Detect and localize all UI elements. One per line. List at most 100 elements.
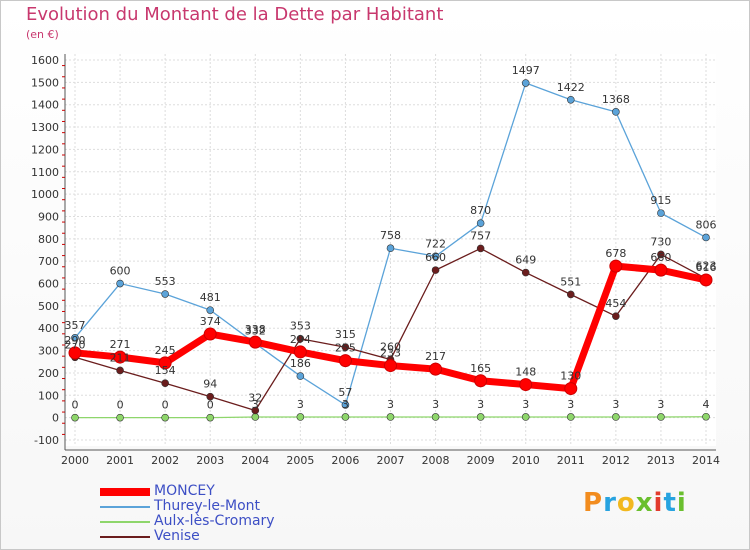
legend-swatch [100,536,150,538]
data-point-thurey-le-mont [702,233,710,242]
logo-letter: o [616,488,636,518]
data-label-venise: 623 [696,259,717,272]
data-point-venise [296,334,305,343]
data-point-aulx-les-cromary [161,413,169,422]
x-tick-label: 2005 [286,454,314,467]
data-point-venise [566,290,575,299]
y-tick-label: 900 [38,210,59,223]
data-point-moncey [654,263,668,277]
data-point-moncey [474,374,488,388]
data-label-aulx-les-cromary: 3 [612,398,619,411]
data-label-moncey: 678 [605,247,626,260]
y-tick-label: 100 [38,389,59,402]
data-point-aulx-les-cromary [386,413,395,421]
data-point-venise [431,266,440,274]
data-label-venise: 353 [290,320,311,333]
unit-label: (en €) [26,28,59,41]
logo-letter: i [653,488,664,518]
data-point-aulx-les-cromary [116,413,124,422]
data-label-moncey: 255 [335,342,356,355]
x-tick-label: 2010 [512,454,540,467]
x-tick-label: 2009 [467,454,495,467]
data-point-venise [657,250,665,259]
data-point-aulx-les-cromary [702,412,710,421]
data-point-venise [476,244,485,253]
data-point-venise [116,366,124,375]
data-label-venise: 551 [560,275,581,288]
y-tick-label: 1000 [31,188,59,201]
y-tick-label: 700 [38,255,59,268]
data-label-venise: 757 [470,229,491,242]
legend-label: Venise [154,528,200,544]
data-label-thurey-le-mont: 915 [650,194,671,207]
data-point-thurey-le-mont [206,306,215,314]
data-point-aulx-les-cromary [296,413,305,421]
data-point-venise [341,343,350,352]
data-point-moncey [293,345,307,359]
y-tick-label: 500 [38,300,59,313]
data-label-thurey-le-mont: 870 [470,204,491,217]
y-tick-label: 0 [52,412,59,425]
data-point-thurey-le-mont [521,79,530,87]
data-label-moncey: 130 [560,370,581,383]
data-label-moncey: 294 [290,333,311,346]
data-point-thurey-le-mont [657,209,665,217]
data-point-aulx-les-cromary [521,413,530,421]
logo-letter: x [635,488,654,518]
data-point-thurey-le-mont [296,372,305,380]
data-point-aulx-les-cromary [566,413,575,421]
data-label-thurey-le-mont: 600 [110,265,131,278]
data-point-thurey-le-mont [71,334,79,342]
x-tick-label: 2003 [196,454,224,467]
data-point-thurey-le-mont [566,95,575,104]
data-point-moncey [519,378,533,392]
x-tick-label: 2014 [692,454,720,467]
data-label-aulx-les-cromary: 3 [297,398,304,411]
data-label-thurey-le-mont: 1422 [557,81,585,94]
data-label-aulx-les-cromary: 3 [387,398,394,411]
data-label-aulx-les-cromary: 3 [342,398,349,411]
data-label-moncey: 233 [380,347,401,360]
data-point-aulx-les-cromary [251,413,260,421]
y-tick-label: 300 [38,345,59,358]
logo-letter: r [603,488,617,518]
data-point-moncey [68,346,82,360]
data-label-moncey: 660 [650,251,671,264]
y-tick-label: 400 [38,322,59,335]
data-label-thurey-le-mont: 332 [245,324,266,337]
x-tick-label: 2001 [106,454,134,467]
data-label-thurey-le-mont: 357 [65,319,86,332]
data-label-thurey-le-mont: 57 [338,386,352,399]
data-label-venise: 260 [380,341,401,354]
data-point-moncey [203,327,217,341]
data-point-thurey-le-mont [386,244,395,253]
y-tick-label: 600 [38,278,59,291]
logo-letter: t [663,488,677,518]
data-point-moncey [113,350,127,364]
data-point-thurey-le-mont [341,401,350,409]
data-label-thurey-le-mont: 186 [290,357,311,370]
data-label-aulx-les-cromary: 3 [522,398,529,411]
data-label-aulx-les-cromary: 3 [252,398,259,411]
data-label-aulx-les-cromary: 0 [162,399,169,412]
data-point-aulx-les-cromary [206,413,215,422]
data-point-moncey [338,354,352,368]
data-label-aulx-les-cromary: 0 [72,399,79,412]
data-label-aulx-les-cromary: 3 [477,398,484,411]
data-point-moncey [429,362,443,376]
proxiti-logo: Proxiti [583,488,687,518]
data-label-venise: 94 [203,378,217,391]
data-point-moncey [564,382,578,396]
data-label-moncey: 148 [515,366,536,379]
data-label-thurey-le-mont: 722 [425,237,446,250]
data-point-thurey-le-mont [612,108,620,116]
x-tick-label: 2007 [377,454,405,467]
data-label-aulx-les-cromary: 3 [567,398,574,411]
data-label-venise: 730 [650,235,671,248]
data-point-venise [612,312,620,320]
data-point-venise [206,392,215,401]
data-label-moncey: 245 [155,344,176,357]
y-tick-label: 1100 [31,166,59,179]
y-tick-label: 200 [38,367,59,380]
